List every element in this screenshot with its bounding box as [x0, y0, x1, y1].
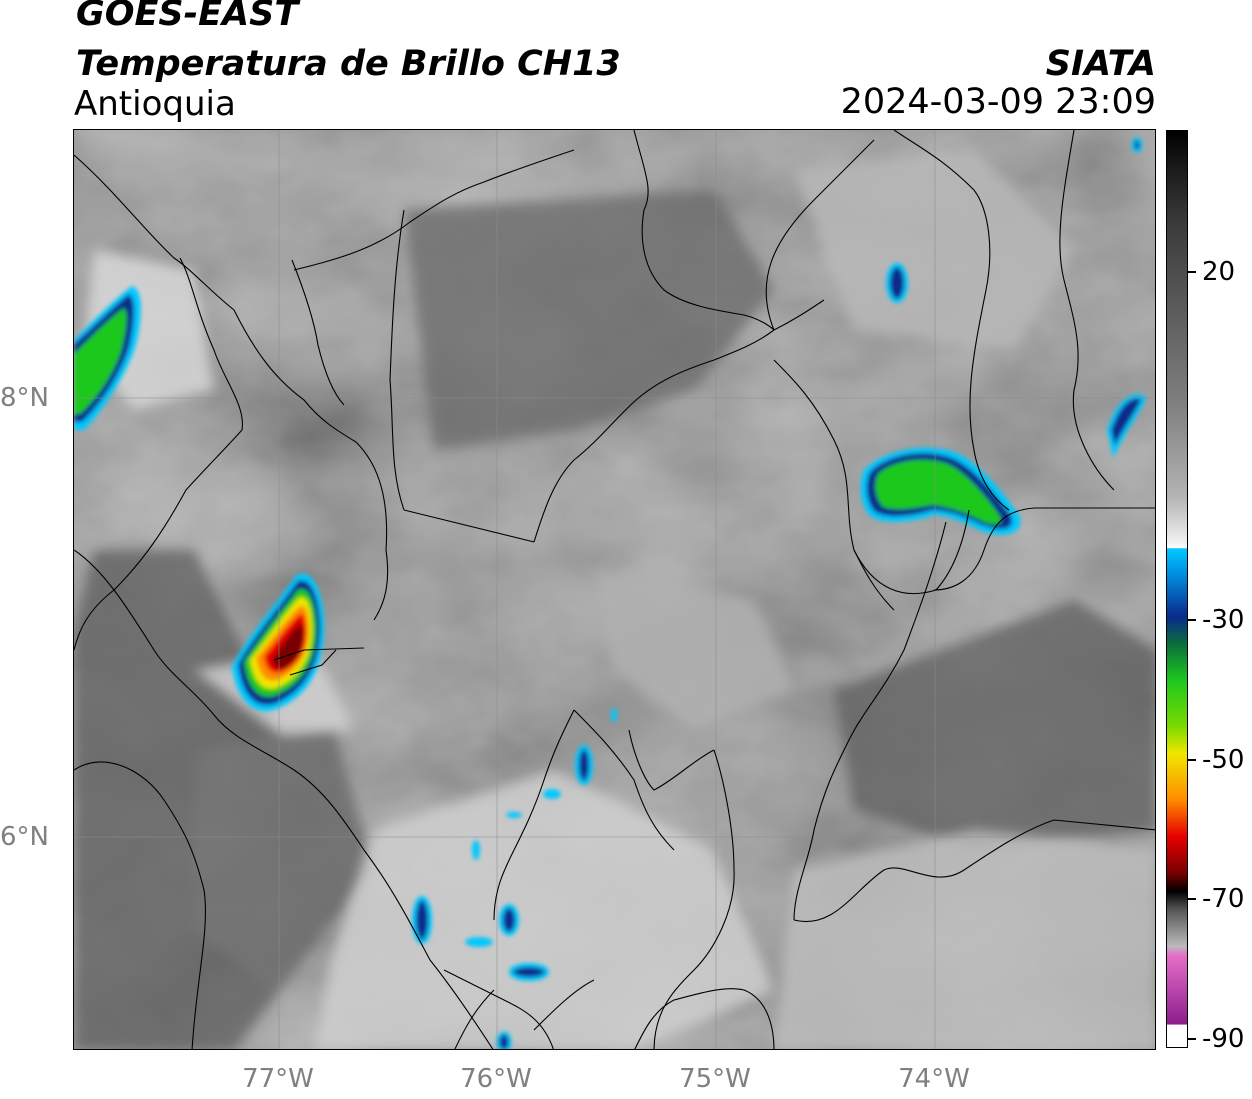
convective-cell-northwest [74, 286, 141, 430]
colorbar-label-minus90: -90 [1202, 1024, 1245, 1054]
colorbar-label-minus30: -30 [1202, 605, 1245, 635]
cloud-band-south [314, 770, 774, 1049]
organization-label: SIATA [1045, 44, 1156, 84]
convective-cell-east [860, 447, 1021, 535]
longitude-label-75W: 75°W [679, 1064, 751, 1094]
colorbar-label-20: 20 [1202, 257, 1236, 287]
colorbar-label-minus50: -50 [1202, 745, 1245, 775]
product-title: Temperatura de Brillo CH13 [76, 44, 621, 84]
colorbar-tick-20 [1188, 271, 1196, 273]
warm-region-north [404, 190, 774, 450]
longitude-label-76W: 76°W [460, 1064, 532, 1094]
cloud-streak-central [594, 570, 794, 730]
cloud-patch-northeast [794, 150, 1074, 350]
satellite-title: GOES-EAST [76, 0, 299, 34]
satellite-map[interactable] [73, 129, 1156, 1050]
small-cells [412, 137, 1147, 1049]
colorbar-label-minus70: -70 [1202, 884, 1245, 914]
timestamp-label: 2024-03-09 23:09 [840, 82, 1156, 122]
coastlines-and-borders [74, 130, 1155, 1049]
region-label: Antioquia [74, 84, 236, 124]
gridlines [74, 130, 1155, 1049]
colorbar [1166, 130, 1188, 1048]
warm-region-east [834, 600, 1155, 850]
colorbar-tick-minus90 [1188, 1038, 1196, 1040]
latitude-label-8N: 8°N [0, 383, 49, 413]
colorbar-tick-minus70 [1188, 898, 1196, 900]
longitude-label-77W: 77°W [242, 1064, 314, 1094]
latitude-label-6N: 6°N [0, 822, 49, 852]
cloud-band-southeast [774, 830, 1155, 1049]
map-canvas [74, 130, 1155, 1049]
warm-region-southwest [194, 730, 374, 990]
colorbar-tick-minus30 [1188, 619, 1196, 621]
longitude-label-74W: 74°W [898, 1064, 970, 1094]
colorbar-tick-minus50 [1188, 759, 1196, 761]
